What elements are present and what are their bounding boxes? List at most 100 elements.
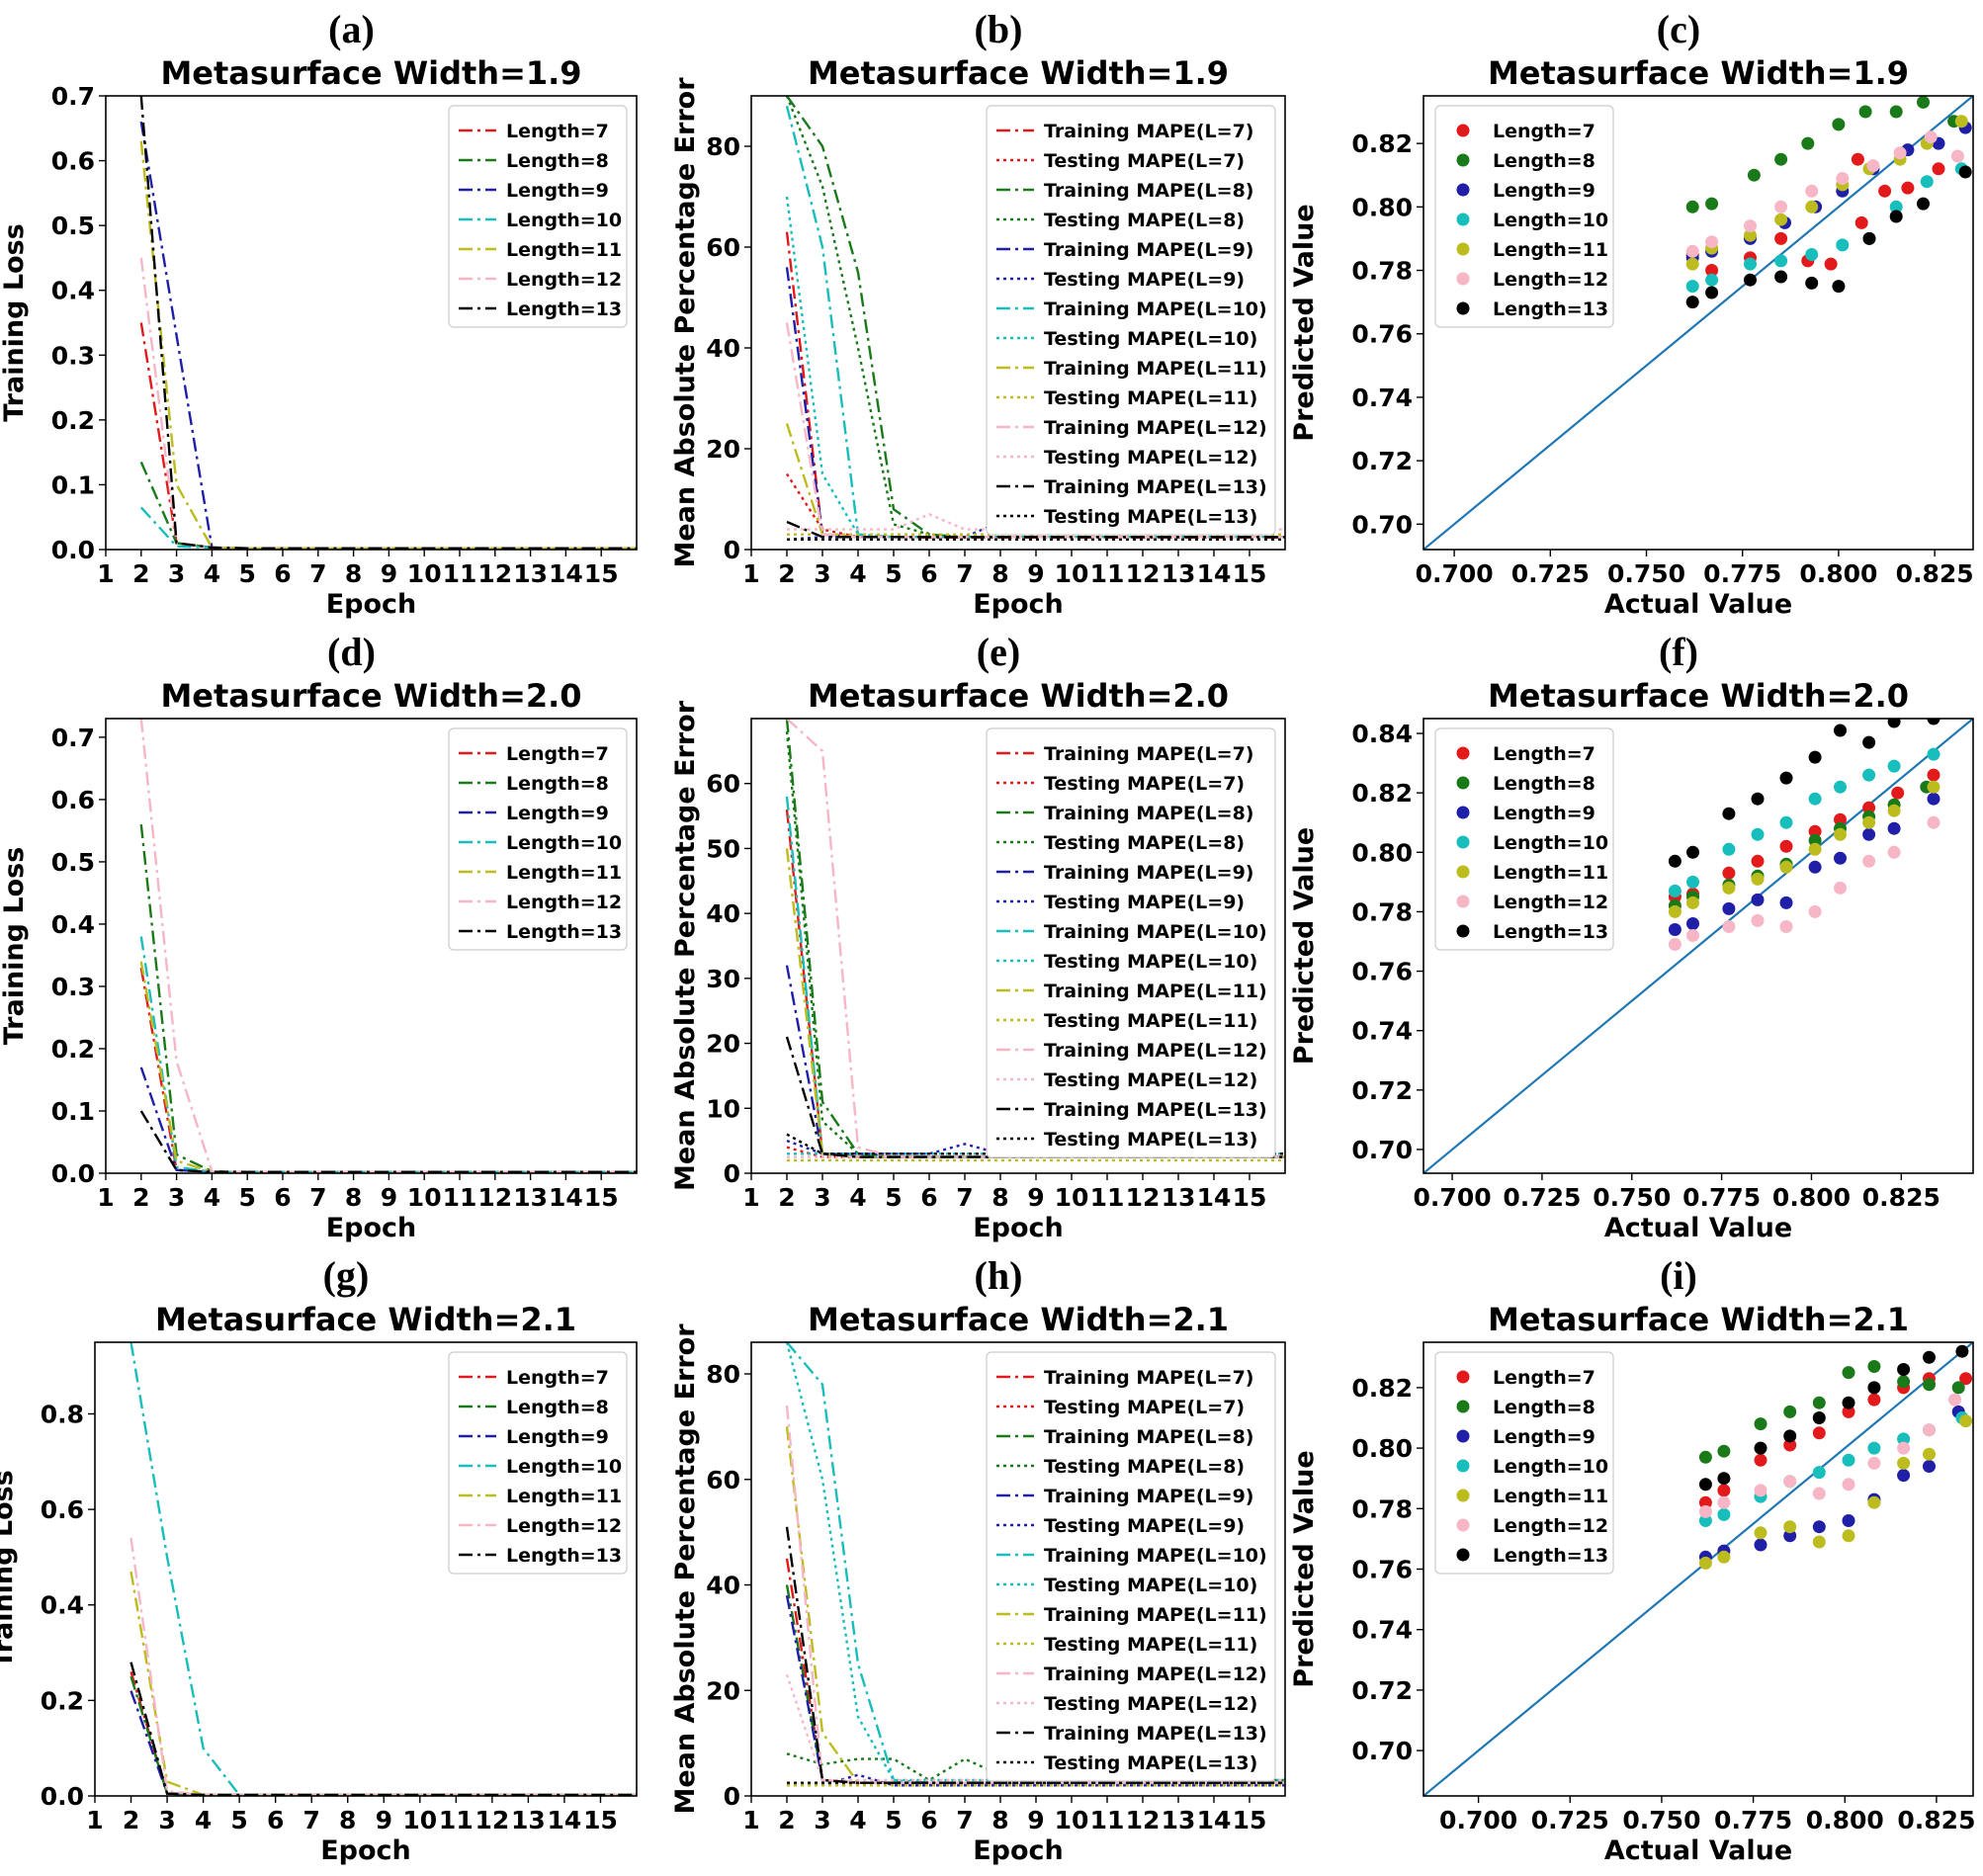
scatter-point [1862,827,1876,841]
scatter-point [1783,1475,1797,1489]
y-tick-label: 40 [706,1572,740,1600]
x-tick-label: 14 [1197,559,1232,588]
scatter-point [1927,780,1940,794]
axes-frame [105,95,638,551]
scatter-point [1812,1396,1826,1409]
scatter-point [1705,235,1719,249]
legend-marker [1456,835,1470,849]
y-tick-label: 0.70 [1351,1136,1413,1164]
y-tick-label: 0.0 [51,536,95,564]
x-tick-label: 1 [97,1183,114,1212]
legend-label: Length=11 [506,1486,622,1507]
legend-label: Length=13 [1493,298,1608,320]
y-tick-label: 0.78 [1351,257,1413,286]
scatter-point [1862,801,1876,814]
scatter-point [1862,735,1876,749]
x-tick-label: 5 [230,1806,247,1834]
scatter-point [1842,1514,1855,1527]
legend-marker [1456,183,1470,197]
y-tick-label: 0.80 [1351,193,1413,221]
y-axis-label: Predicted Value [1289,1450,1320,1687]
legend-label: Testing MAPE(L=9) [1044,892,1245,913]
scatter-point [1722,920,1736,933]
scatter-point [1923,1350,1936,1364]
scatter-point [1842,1396,1855,1409]
y-tick-label: 40 [706,334,740,363]
series-line-2 [139,1066,637,1173]
legend-label: Testing MAPE(L=11) [1044,1634,1257,1656]
series-line-2 [129,1690,637,1796]
x-tick-label: 13 [1162,1806,1196,1834]
x-tick-label: 6 [920,1806,937,1834]
scatter-point [1812,1535,1826,1549]
legend: Training MAPE(L=7) Testing MAPE(L=7) Train… [986,105,1276,536]
x-axis-label: Epoch [973,1213,1064,1243]
scatter-point [1751,854,1765,868]
x-tick-label: 4 [849,1806,866,1834]
y-tick-label: 0.78 [1351,1494,1413,1523]
scatter-point [1842,1529,1855,1543]
scatter-point [1685,257,1699,271]
x-tick-label: 10 [402,1806,437,1834]
x-tick-label: 8 [992,1806,1008,1834]
legend: Length=7 Length=8 Length=9 Length=10 Length=… [448,1351,628,1575]
scatter-point [1862,231,1876,245]
x-tick-label: 0.800 [1772,1183,1851,1212]
scatter-point [1668,904,1681,918]
scatter-point [1842,1478,1855,1492]
y-axis-label: Predicted Value [1289,204,1320,441]
series-line-3 [139,936,637,1173]
scatter-point [1668,884,1681,897]
panel-label: (d) [327,630,376,674]
series-line-1 [129,1675,637,1796]
scatter-point [1754,1453,1767,1467]
y-axis-label: Mean Absolute Percentage Error [670,77,701,568]
x-tick-label: 15 [1233,559,1267,588]
x-tick-label: 11 [1090,1183,1125,1212]
x-tick-label: 11 [443,1183,477,1212]
y-tick-label: 0.7 [51,724,95,752]
legend-marker [1456,124,1470,137]
series-line-11 [787,512,1285,531]
y-tick-label: 0.3 [51,341,95,370]
x-axis-label: Actual Value [1604,589,1792,620]
legend-label: Training MAPE(L=9) [1044,239,1254,261]
scatter-point [1805,276,1819,290]
legend-label: Testing MAPE(L=7) [1044,1397,1245,1418]
legend-label: Training MAPE(L=7) [1044,743,1254,765]
x-tick-label: 8 [992,559,1008,588]
panel-c: (c)Metasurface Width=1.9 0.700 0.725 0.750 0… [1289,7,1974,620]
series-line-12 [786,520,1285,539]
y-tick-label: 0.4 [51,910,95,939]
scatter-point [1858,105,1872,119]
x-tick-label: 0.800 [1806,1806,1884,1834]
x-tick-label: 0.825 [1896,559,1974,588]
x-tick-label: 0.750 [1593,1183,1671,1212]
legend-label: Length=8 [506,773,609,795]
legend-marker [1456,213,1470,226]
plot-area [1423,1342,1973,1796]
legend-label: Length=7 [1493,1367,1595,1389]
series-line-0 [139,967,637,1173]
scatter-point [1824,257,1838,271]
scatter-point [1686,895,1699,909]
x-axis-label: Epoch [326,1213,417,1243]
x-tick-label: 13 [1162,1183,1196,1212]
legend-label: Length=9 [1493,1426,1595,1448]
y-tick-label: 60 [706,1466,740,1494]
scatter-point [1774,200,1788,213]
x-tick-label: 10 [1055,1806,1089,1834]
panel-e: (e)Metasurface Width=2.01 2 3 4 5 6 7 8 9 10 11 12 1… [670,630,1286,1243]
panel-label: (g) [323,1253,370,1298]
x-axis-label: Epoch [320,1835,411,1866]
legend-label: Length=10 [506,210,622,231]
scatter-point [1779,920,1793,933]
scatter-point [1842,1366,1855,1380]
scatter-point [1808,833,1822,847]
y-tick-label: 0.70 [1351,1737,1413,1765]
series-line-6 [139,96,637,550]
x-tick-label: 3 [814,1183,830,1212]
x-tick-label: 0.775 [1682,1183,1761,1212]
x-tick-label: 2 [123,1806,139,1834]
series-line-0 [139,322,637,550]
